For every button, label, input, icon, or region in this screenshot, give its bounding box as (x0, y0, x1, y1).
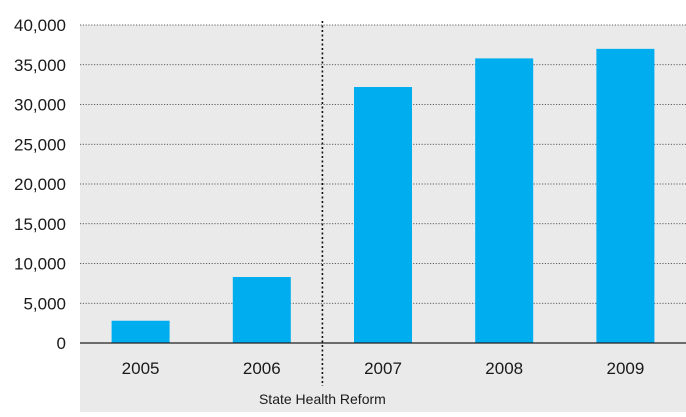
y-tick-label: 30,000 (14, 96, 66, 115)
y-tick-label: 20,000 (14, 175, 66, 194)
x-tick-label: 2006 (243, 359, 281, 378)
x-axis-ticks: 2005 2006 2007 2008 2009 (122, 359, 645, 378)
y-axis-ticks: 0 5,000 10,000 15,000 20,000 25,000 30,000 35,0… (14, 16, 66, 353)
bar-2008 (475, 58, 534, 343)
x-tick-label: 2008 (485, 359, 523, 378)
x-tick-label: 2005 (122, 359, 160, 378)
y-tick-label: 10,000 (14, 255, 66, 274)
y-tick-label: 35,000 (14, 56, 66, 75)
bar-2007 (354, 87, 412, 343)
state-health-reform-label: State Health Reform (259, 391, 386, 407)
y-tick-label: 25,000 (14, 135, 66, 154)
x-tick-label: 2009 (606, 359, 644, 378)
x-tick-label: 2007 (364, 359, 402, 378)
y-tick-label: 15,000 (14, 215, 66, 234)
bar-2009 (596, 48, 655, 343)
bar-2006 (232, 277, 291, 343)
y-tick-label: 5,000 (23, 294, 66, 313)
y-tick-label: 0 (57, 334, 66, 353)
bars (111, 48, 655, 343)
bar-2005 (111, 320, 170, 343)
y-tick-label: 40,000 (14, 16, 66, 35)
